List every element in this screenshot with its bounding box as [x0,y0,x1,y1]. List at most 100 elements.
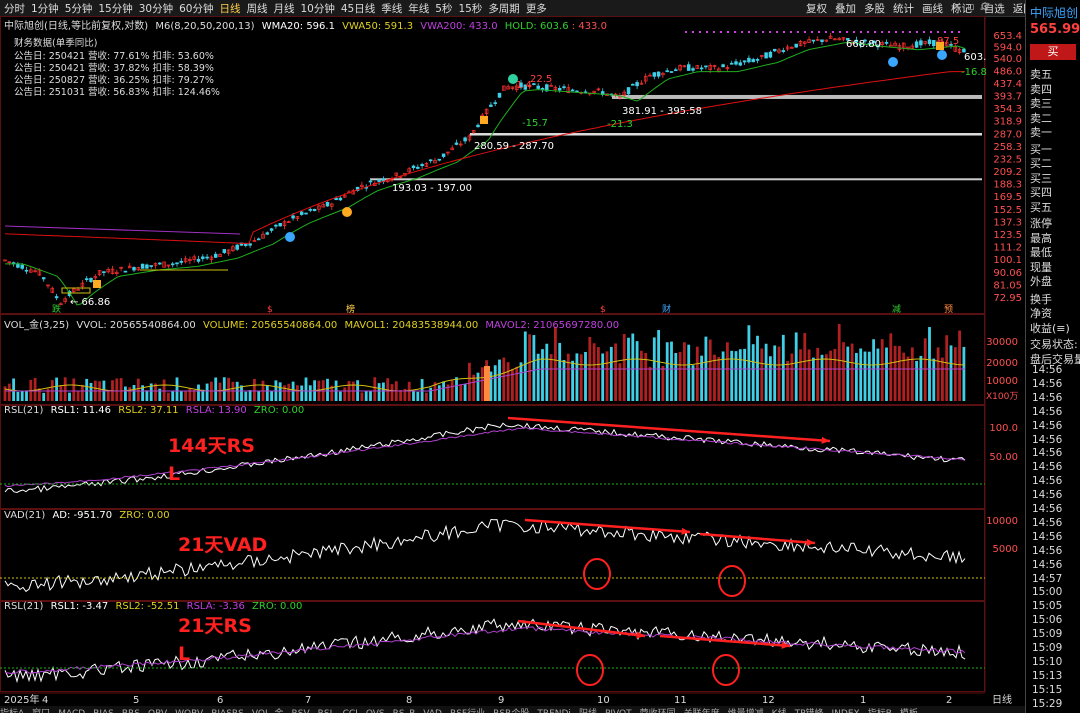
volume-bar [584,351,587,401]
indicator-tab[interactable]: 阳线 [579,710,597,713]
panel-border [0,601,985,692]
tool-button[interactable]: -自选 [980,3,1005,15]
date-axis-month: 7 [305,695,311,706]
volume-bar [902,352,906,401]
candle-body [416,166,420,169]
candle-body [407,168,411,173]
period-tab[interactable]: 季线 [381,3,403,15]
buy-button[interactable]: 买 [1030,44,1076,60]
volume-bar [149,383,153,401]
indicator-tab[interactable]: BRS [122,710,140,713]
vvol-label: VVOL: 20565540864.00 [76,320,196,331]
indicator-tab[interactable]: 关联年度 [684,710,720,713]
date-axis-month: 11 [674,695,687,706]
quote-stat: 换手 [1030,292,1052,306]
period-tab[interactable]: 15分钟 [98,3,133,15]
indicator-tab[interactable]: RSR个股 [493,710,529,713]
indicator-tab[interactable]: OVS [366,710,385,713]
indicator-tab[interactable]: PIVOT [605,710,632,713]
period-tab[interactable]: 周线 [246,3,268,15]
indicator-tab[interactable]: BIAS [93,710,114,713]
indicator-tab[interactable]: WOBV [175,710,203,713]
indicator-tab[interactable]: CCI [343,710,358,713]
period-tab[interactable]: 45日线 [340,3,376,15]
period-tab[interactable]: 60分钟 [179,3,214,15]
period-tab[interactable]: 5分钟 [64,3,93,15]
indicator-tab[interactable]: RSF行业 [450,710,485,713]
quote-stat: 现量 [1030,260,1052,274]
volume-bar [162,379,166,401]
indicator-tab[interactable]: TP错峰 [795,710,824,713]
indicator-tab[interactable]: RSV [291,710,309,713]
indicator-tab[interactable]: RSL [318,710,335,713]
ask-level: 卖五 [1030,68,1052,81]
volume-label: VOLUME: 20565540864.00 [202,320,338,331]
candle-body [622,91,626,96]
minimize-icon[interactable]: ▫ [967,0,975,13]
tool-button[interactable]: 叠加 [835,3,856,15]
candle-body [244,243,248,246]
period-tab[interactable]: 分时 [4,3,25,15]
volume-bar [958,330,961,401]
indicator-tab[interactable]: INDEX [832,710,860,713]
volume-bar [373,377,377,401]
volume-bar [953,347,957,401]
indicator-tab[interactable]: VAD [423,710,442,713]
candle-body [661,72,665,76]
volume-bar [528,334,531,401]
period-tab[interactable]: 5秒 [435,3,453,15]
candle-body [213,253,218,258]
candle-body [59,303,63,306]
tool-button[interactable]: 多股 [864,3,885,15]
volume-bar [558,342,562,401]
ma-purple-line [4,225,241,235]
indicator-tab[interactable]: RS_B [393,710,416,713]
volume-bar [661,365,665,401]
period-tab[interactable]: 多周期 [488,3,520,15]
signal-icon [936,42,944,50]
indicator-tab[interactable]: OBV [148,710,167,713]
candle-body [428,159,433,162]
indicator-tab[interactable]: BIASRS [211,710,244,713]
settings-icon[interactable]: ⚙ [980,0,990,13]
tool-button[interactable]: 统计 [893,3,914,15]
candle-body [953,46,958,52]
price-axis-tick: 152.5 [993,205,1022,216]
volume-bar [459,384,463,401]
period-tab[interactable]: 更多 [525,3,547,15]
rsl21-header: RSL(21) RSL1: -3.47 RSL2: -52.51 RSLA: -… [4,601,302,612]
indicator-tab[interactable]: TRENDi [537,710,571,713]
vad-title: VAD(21) [4,510,46,521]
candle-body [871,40,876,44]
pct-label: 87.5 [937,36,959,47]
volume-bar [145,390,149,401]
tool-button[interactable]: 复权 [806,3,827,15]
period-tab[interactable]: 日线 [219,3,241,15]
indicator-tab[interactable]: 模板 [900,710,918,713]
volume-bar [179,391,183,401]
period-tab[interactable]: 年线 [408,3,430,15]
indicator-tab[interactable]: 营收环同 [640,710,676,713]
period-tab[interactable]: 1分钟 [31,3,59,15]
period-tab[interactable]: 15秒 [458,3,483,15]
volume-bar [115,378,119,401]
indicator-tab[interactable]: 指标A [0,710,24,713]
tool-button[interactable]: 标记 [951,3,972,15]
trend-arrow [507,416,831,443]
period-tab[interactable]: 30分钟 [138,3,174,15]
price-axis-tick: 354.3 [993,104,1022,115]
indicator-tab[interactable]: MACD [58,710,85,713]
volume-bar [541,349,544,401]
indicator-tab[interactable]: 指标B [868,710,892,713]
close-icon[interactable]: ✕ [952,0,962,13]
indicator-tab[interactable]: VOL_金 [252,710,284,713]
indicator-tab[interactable]: 窗口 [32,710,50,713]
period-tab[interactable]: 10分钟 [300,3,335,15]
event-marker: 预 [944,304,953,315]
indicator-tab[interactable]: 维量增减 [728,710,764,713]
period-tab[interactable]: 月线 [273,3,295,15]
tool-button[interactable]: 画线 [922,3,943,15]
volume-bar [167,392,170,401]
annotation-21rsl-line2: L [178,643,191,665]
indicator-tab[interactable]: K线 [772,710,787,713]
